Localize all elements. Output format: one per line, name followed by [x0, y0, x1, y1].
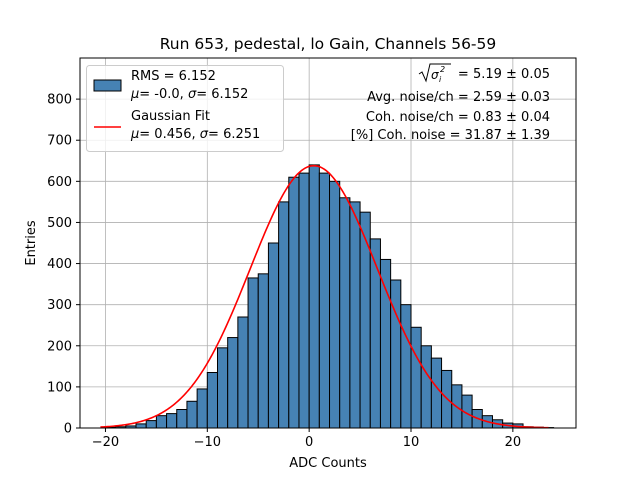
y-tick-label: 700 [47, 134, 72, 149]
histogram-bar [410, 326, 422, 429]
y-tick-label: 200 [47, 339, 72, 354]
legend-histogram-swatch [93, 79, 122, 92]
legend-fit-sigma-value: = 6.251 [208, 127, 260, 142]
coh-noise-per-channel: Coh. noise/ch = 0.83 ± 0.04 [366, 110, 550, 125]
histogram-bar [247, 277, 259, 429]
histogram-bar [145, 420, 157, 429]
y-axis-title: Entries [24, 220, 39, 266]
histogram-bar [430, 357, 443, 429]
histogram-bar [339, 197, 351, 429]
y-tick-label: 300 [47, 298, 72, 313]
legend-hist-sigma-value: = 6.152 [196, 87, 248, 102]
x-tick-label: −10 [194, 435, 221, 450]
sigma-value: = 5.19 ± 0.05 [458, 67, 550, 82]
sqrt-radical [418, 63, 451, 83]
histogram-bar [267, 242, 280, 429]
y-tick-label: 500 [47, 216, 72, 231]
y-axis-ticks: 0 100 200 300 400 500 600 700 800 [47, 93, 80, 437]
legend-fit-label: Gaussian Fit [131, 109, 210, 124]
histogram-bar [135, 423, 147, 429]
x-tick-label: 0 [305, 435, 313, 450]
histogram-bar [359, 211, 371, 429]
legend-frame [86, 65, 284, 152]
sigma-superscript-2: 2 [440, 65, 445, 74]
y-tick-label: 0 [64, 422, 72, 437]
chart-title: Run 653, pedestal, lo Gain, Channels 56-… [160, 35, 497, 53]
noise-annotations: σ i 2 = 5.19 ± 0.05 Avg. noise/ch = 2.59… [351, 63, 550, 143]
x-axis-title: ADC Counts [289, 456, 367, 471]
histogram-bar [390, 279, 402, 429]
legend-hist-mu-value: = -0.0, [139, 87, 188, 102]
histogram-bar [227, 337, 239, 429]
legend: RMS = 6.152 μ= -0.0, σ= 6.152 Gaussian F… [86, 65, 284, 152]
sqrt-sigma-symbol: σ i 2 [418, 63, 451, 84]
histogram-bar [257, 273, 269, 429]
plot-area-frame [79, 57, 577, 429]
coh-noise-percent: [%] Coh. noise = 31.87 ± 1.39 [351, 128, 550, 143]
y-tick-label: 600 [47, 175, 72, 190]
histogram-bar [206, 372, 218, 429]
gaussian-fit-curve [100, 164, 549, 429]
legend-rms-label: RMS = 6.152 [131, 69, 216, 84]
histogram-bar [379, 258, 392, 429]
y-tick-label: 800 [47, 93, 72, 108]
sigma-i-squared: σ [431, 68, 439, 82]
histogram-bar [237, 316, 249, 429]
histogram-bar [420, 345, 432, 429]
histogram-bar [288, 176, 300, 429]
histogram-bar [400, 304, 412, 429]
x-tick-label: 10 [403, 435, 420, 450]
histogram-bar [176, 409, 188, 429]
histogram-bar [369, 238, 381, 429]
legend-fit-mu-value: = 0.456, [139, 127, 200, 142]
histogram-bar [349, 201, 361, 429]
legend-hist-params: μ= -0.0, σ= 6.152 [130, 87, 248, 102]
histogram-bar [278, 201, 290, 429]
legend-fit-params: μ= 0.456, σ= 6.251 [130, 127, 260, 142]
histogram-bar [155, 415, 168, 429]
histogram-bar [308, 164, 320, 429]
sigma-symbol: σ [200, 127, 209, 142]
y-tick-label: 100 [47, 380, 72, 395]
mu-symbol: μ [130, 127, 139, 142]
avg-noise-per-channel: Avg. noise/ch = 2.59 ± 0.03 [367, 90, 550, 105]
histogram-bar [216, 347, 229, 429]
histogram-bar [166, 413, 178, 429]
x-tick-label: 20 [505, 435, 522, 450]
histogram-bar [186, 400, 198, 429]
sigma-subscript-i: i [439, 75, 442, 84]
mu-symbol: μ [130, 87, 139, 102]
x-tick-label: −20 [92, 435, 119, 450]
sigma-symbol: σ [188, 87, 197, 102]
histogram-bar [318, 172, 331, 429]
x-axis-ticks: −20 −10 0 10 20 [92, 428, 521, 450]
histogram-bar [196, 388, 208, 429]
histogram-bar [329, 180, 341, 429]
y-tick-label: 400 [47, 257, 72, 272]
histogram-bar [298, 172, 310, 429]
